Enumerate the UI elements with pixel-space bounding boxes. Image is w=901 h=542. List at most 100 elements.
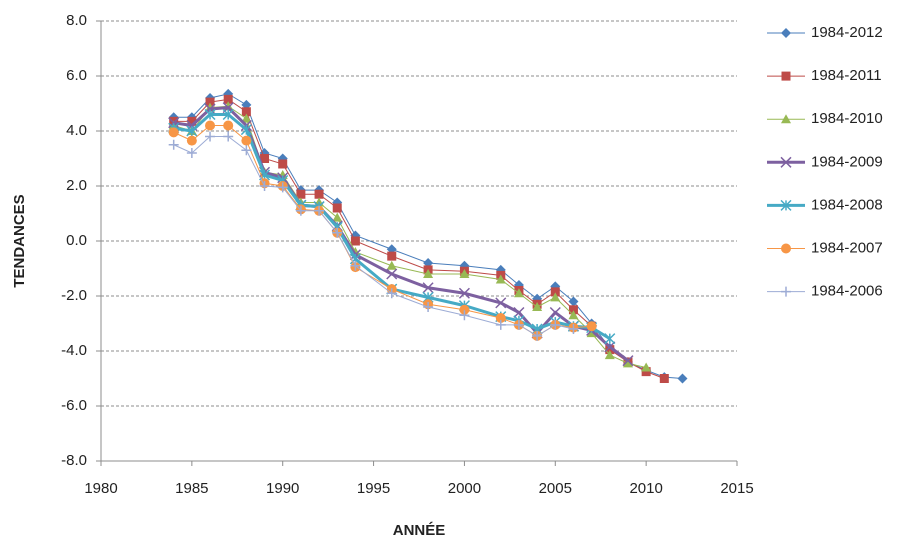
marker <box>513 306 525 319</box>
marker <box>568 296 579 307</box>
legend-label: 1984-2011 <box>811 67 882 84</box>
series-line <box>173 125 592 337</box>
marker <box>350 260 361 271</box>
marker <box>386 268 398 280</box>
marker <box>204 108 216 121</box>
x-tick-label: 2015 <box>720 480 753 497</box>
marker <box>532 302 543 311</box>
marker <box>659 374 669 383</box>
marker <box>513 319 524 330</box>
marker <box>459 304 470 315</box>
y-tick-label: 2.0 <box>66 177 87 194</box>
marker <box>422 282 434 294</box>
x-tick-label: 1995 <box>357 480 390 497</box>
x-tick-label: 2000 <box>448 480 481 497</box>
marker <box>314 189 324 199</box>
marker <box>350 236 360 246</box>
marker <box>459 269 470 278</box>
marker <box>240 124 252 136</box>
marker <box>550 319 561 330</box>
marker <box>781 286 791 297</box>
marker <box>604 350 615 360</box>
x-tick-label: 1985 <box>175 480 208 497</box>
x-tick-label: 1990 <box>266 480 299 497</box>
series-line <box>173 136 574 337</box>
marker <box>781 114 791 124</box>
marker <box>495 274 506 284</box>
marker <box>780 199 792 211</box>
marker <box>622 355 634 367</box>
marker <box>186 125 198 137</box>
legend-label: 1984-2012 <box>811 24 883 41</box>
marker <box>241 107 251 117</box>
marker <box>622 358 633 368</box>
marker <box>241 145 252 156</box>
marker <box>204 103 216 115</box>
y-tick-label: -2.0 <box>61 287 87 304</box>
y-tick-label: -4.0 <box>61 342 87 359</box>
marker <box>241 113 252 123</box>
marker <box>495 297 507 309</box>
marker <box>259 181 270 191</box>
marker <box>568 310 579 320</box>
marker <box>781 28 791 38</box>
marker <box>641 362 652 372</box>
marker <box>781 243 791 254</box>
marker <box>549 306 561 319</box>
marker <box>205 131 216 142</box>
series-line <box>173 113 611 340</box>
marker <box>260 154 270 163</box>
marker <box>278 159 288 169</box>
marker <box>387 251 397 261</box>
marker <box>222 108 234 121</box>
marker <box>295 205 306 216</box>
marker <box>550 287 560 297</box>
y-tick-label: 8.0 <box>66 12 87 29</box>
marker <box>604 341 616 353</box>
marker <box>780 156 792 168</box>
marker <box>332 227 343 238</box>
series-line <box>173 106 629 362</box>
legend-label: 1984-2007 <box>811 239 883 256</box>
marker <box>332 203 342 213</box>
y-axis-title: TENDANCES <box>11 194 28 287</box>
marker <box>223 94 233 104</box>
marker <box>568 305 578 315</box>
legend-label: 1984-2006 <box>811 283 883 300</box>
marker <box>781 71 791 81</box>
marker <box>277 182 288 193</box>
marker <box>332 212 343 222</box>
y-tick-label: 6.0 <box>66 67 87 84</box>
marker <box>532 330 543 341</box>
marker <box>386 260 397 270</box>
marker <box>186 135 197 146</box>
marker <box>604 333 616 345</box>
x-tick-label: 1980 <box>84 480 117 497</box>
legend-label: 1984-2010 <box>811 110 883 127</box>
marker <box>223 131 234 142</box>
y-tick-label: -8.0 <box>61 452 87 469</box>
y-tick-label: -6.0 <box>61 397 87 414</box>
y-tick-label: 4.0 <box>66 122 87 139</box>
marker <box>495 313 506 323</box>
marker <box>568 324 579 334</box>
marker <box>586 321 597 332</box>
marker <box>641 367 651 377</box>
marker <box>550 292 561 302</box>
marker <box>205 120 216 131</box>
marker <box>459 310 470 321</box>
x-tick-label: 2005 <box>539 480 572 497</box>
marker <box>423 302 434 312</box>
marker <box>296 189 306 199</box>
marker <box>423 269 434 278</box>
marker <box>205 97 215 107</box>
marker <box>241 135 252 146</box>
marker <box>458 287 470 299</box>
marker <box>186 148 197 158</box>
legend-label: 1984-2008 <box>811 196 883 213</box>
marker <box>168 127 179 138</box>
marker <box>495 319 506 330</box>
marker <box>677 373 688 384</box>
y-tick-label: 0.0 <box>66 232 87 249</box>
